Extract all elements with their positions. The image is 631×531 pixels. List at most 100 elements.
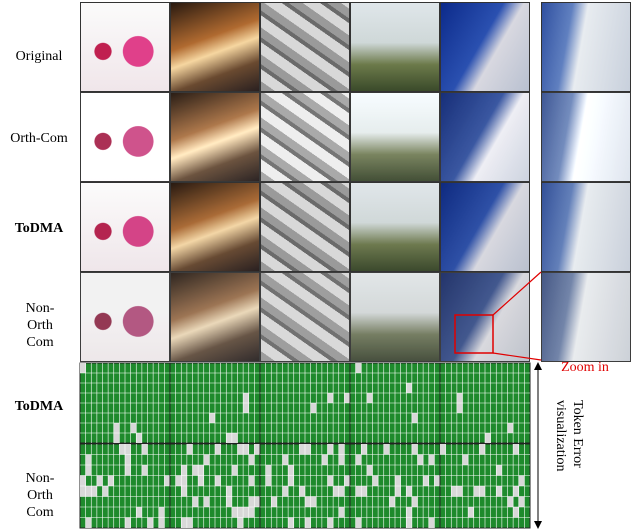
error-cell [243,444,249,455]
error-cell [406,507,412,518]
error-cell [282,486,289,497]
zoom-label: Zoom in [561,360,609,375]
image [350,2,440,92]
error-cell [141,444,148,455]
error-cell [423,475,429,486]
error-cell [192,465,199,476]
error-cell [282,454,289,465]
error-cell [181,475,187,486]
error-cell [507,423,514,433]
error-cell [366,393,373,403]
error-cell [428,454,435,465]
error-cell [327,517,334,528]
error-cell [310,496,317,507]
error-cell [310,403,317,413]
error-cell [164,475,170,486]
error-cell [248,496,255,507]
zoom-box [454,314,494,354]
error-cell [113,423,120,433]
error-cell [451,486,457,497]
image [80,182,170,272]
error-cell [243,507,249,518]
error-cell [80,363,86,373]
error-cell [305,496,311,507]
error-cell [231,507,238,518]
image [170,92,260,182]
image [170,182,260,272]
error-cell [327,475,334,486]
error-cell [428,517,435,528]
zoom-image [541,92,631,182]
error-cell [192,496,199,507]
error-cell [80,486,86,497]
error-cell [456,403,463,413]
error-cell [237,444,244,455]
error-cell [181,486,187,497]
error-cell [327,393,334,403]
error-cell [456,393,463,403]
error-cell [198,465,204,476]
error-cell [175,475,182,486]
error-cell [231,465,238,476]
row-label: ToDMA [14,221,64,236]
error-cell [406,383,412,393]
error-cell [248,507,255,518]
error-cell [158,517,165,528]
error-cell [372,475,379,486]
error-cell [265,465,272,476]
error-cell [406,517,412,528]
error-cell [215,444,221,455]
image [440,92,530,182]
image [350,182,440,272]
error-cell [355,454,362,465]
zoom-image [541,182,631,272]
error-cell [305,517,311,528]
error-cell [338,444,345,455]
error-cell [518,475,525,486]
error-cell [513,486,519,497]
error-cell [518,496,525,507]
error-cell [507,496,514,507]
error-cell [125,465,131,476]
error-cell [271,496,277,507]
error-cell [411,496,418,507]
error-cell [265,475,272,486]
image [260,272,350,362]
error-cell [147,517,154,528]
error-cell [85,465,92,476]
error-cell [485,433,491,443]
grid-label: Non-Orth Com [25,471,55,520]
error-cell [496,486,502,497]
error-cell [226,433,232,443]
error-cell [248,475,255,486]
image [260,182,350,272]
error-cell [338,454,345,465]
error-cell [248,454,255,465]
image [350,92,440,182]
error-cell [462,454,469,465]
side-label-line: visualization [553,400,568,472]
error-cell [355,486,362,497]
error-cell [119,444,125,455]
image [170,272,260,362]
side-label: Token Error visualization [552,400,586,472]
error-cell [389,496,395,507]
error-cell [85,517,92,528]
error-cell [243,393,249,403]
error-cell [344,475,350,486]
error-cell [186,444,193,455]
error-cell [113,433,120,443]
image [440,182,530,272]
error-cell [125,517,131,528]
image [440,2,530,92]
error-cell [440,444,446,455]
error-cell [125,454,131,465]
error-cell [91,486,97,497]
error-cell [417,454,424,465]
error-cell [203,496,210,507]
error-cell [411,413,418,423]
error-cell [395,475,401,486]
error-cell [108,475,114,486]
error-cell [130,423,137,433]
